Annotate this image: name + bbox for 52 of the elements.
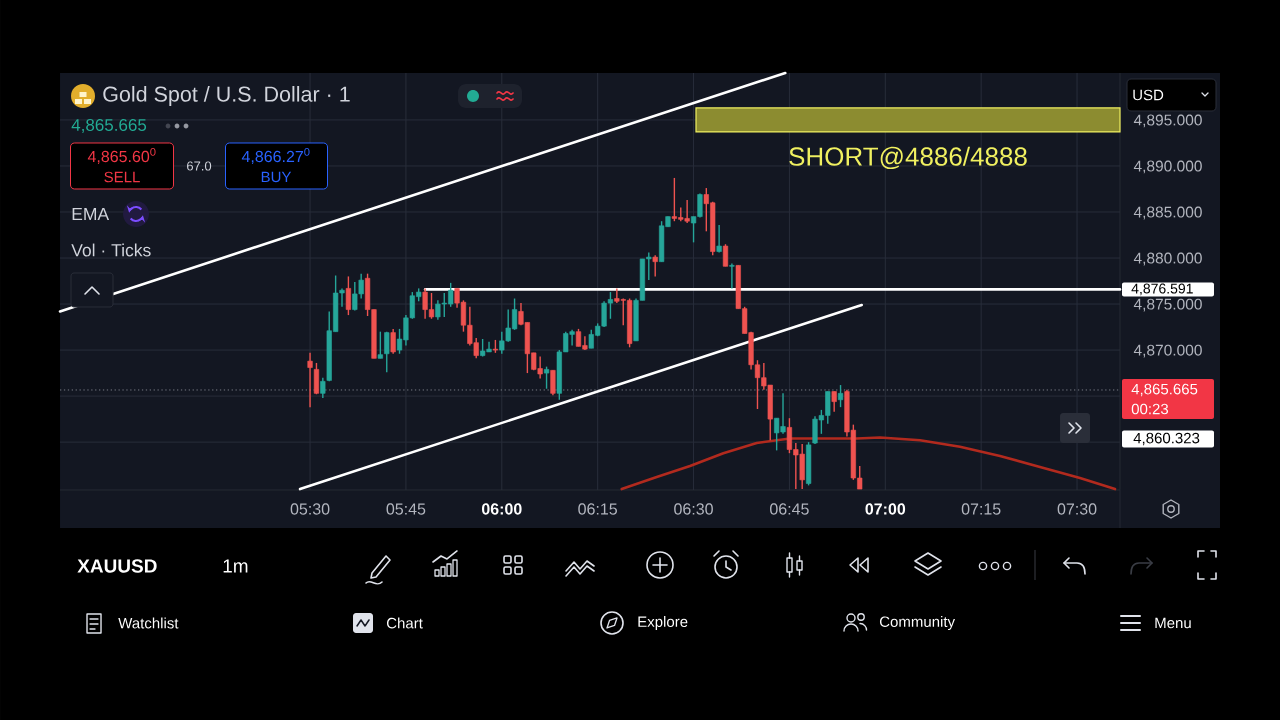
data-label: 4,876.591	[1131, 283, 1193, 296]
x-tick-label: 05:45	[386, 503, 426, 515]
x-tick-label: 06:15	[578, 503, 618, 515]
text: Chart	[386, 617, 423, 629]
candlestick	[307, 352, 313, 408]
annotation: 67.0	[187, 161, 212, 171]
y-tick-label: 4,885.000	[1133, 206, 1202, 220]
x-tick-label: 07:15	[961, 503, 1001, 515]
candlestick	[722, 243, 729, 267]
text: 4,860.323	[1133, 432, 1200, 446]
candlestick	[377, 330, 383, 360]
candlestick	[345, 275, 351, 316]
candlestick	[652, 254, 658, 278]
candlestick	[550, 369, 556, 396]
x-tick-label: 07:30	[1057, 503, 1097, 515]
text: Explore	[638, 615, 688, 630]
x-tick-label: 06:45	[770, 503, 809, 515]
text: Gold Spot / U.S. Dollar · 1	[103, 85, 350, 107]
candlestick	[729, 262, 735, 290]
x-tick-label: 06:30	[674, 503, 713, 515]
annotation: Vol · Ticks	[71, 243, 151, 257]
text: XAUUSD	[77, 559, 157, 573]
text: Menu	[1155, 617, 1191, 629]
candlestick	[716, 224, 722, 254]
y-tick-label: 4,880.000	[1133, 252, 1202, 266]
text: 00:23	[1131, 403, 1169, 415]
annotation: 4,866.27$^{0}$	[241, 147, 310, 165]
annotation: EMA	[72, 207, 110, 221]
ref-line-label: 4,865.665	[1131, 383, 1198, 397]
band-label: SHORT@4886/4888	[789, 146, 1027, 170]
candlestick	[543, 365, 550, 390]
y-tick-label: 4,890.000	[1133, 160, 1202, 174]
annotation: SELL	[104, 171, 140, 183]
text: Watchlist	[118, 617, 179, 629]
annotation: BUY	[261, 171, 292, 183]
candlestick	[390, 328, 396, 355]
x-tick-label: 06:00	[481, 503, 522, 515]
y-tick-label: 4,875.000	[1133, 298, 1202, 312]
y-tick-label: 4,895.000	[1133, 114, 1202, 128]
candlestick	[384, 330, 390, 373]
text: 1m	[223, 559, 248, 573]
candlestick	[320, 376, 326, 399]
x-tick-label: 07:00	[865, 503, 906, 515]
y-tick-label: 4,870.000	[1133, 344, 1202, 358]
candlestick	[313, 362, 320, 395]
text: USD	[1133, 89, 1164, 101]
x-tick-label: 05:30	[290, 503, 330, 515]
annotation: 4,865.665	[71, 118, 147, 134]
text: Community	[879, 615, 956, 630]
candlestick	[837, 384, 844, 408]
annotation: 4,865.60$^{0}$	[87, 147, 156, 165]
candlestick	[831, 390, 837, 413]
